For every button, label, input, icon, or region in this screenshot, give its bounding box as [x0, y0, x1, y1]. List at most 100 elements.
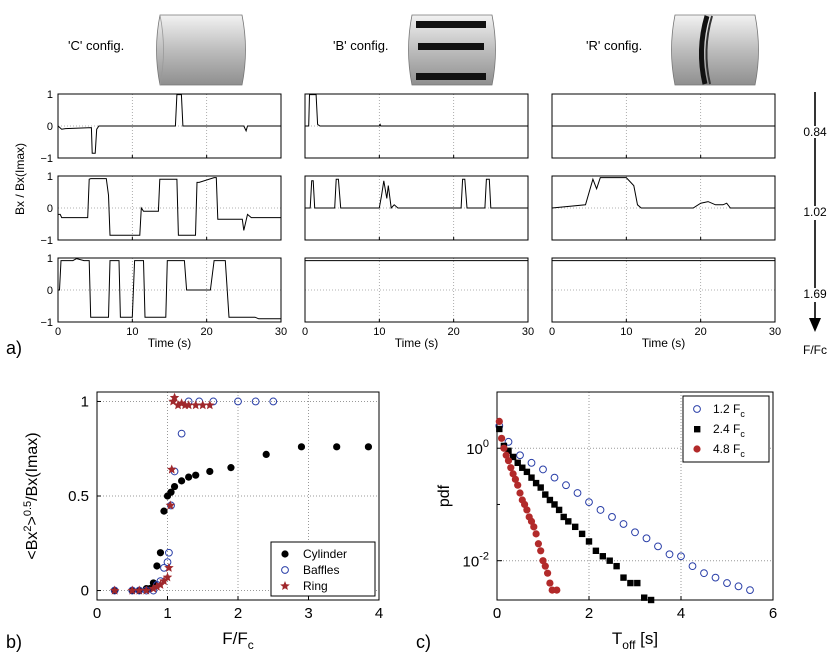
data-point [527, 517, 536, 525]
data-point [642, 534, 651, 543]
x-tick-label: 10 [373, 326, 385, 338]
data-point [619, 520, 628, 528]
f-fc-value: 1.02 [803, 205, 827, 219]
data-point [746, 586, 754, 594]
data-point [155, 579, 166, 589]
data-point [532, 530, 540, 538]
y-tick-label: 1 [47, 89, 53, 101]
data-point [592, 547, 600, 554]
data-point [333, 443, 341, 451]
data-point [206, 467, 214, 476]
time-series-line [57, 94, 281, 154]
time-series-line [551, 177, 775, 209]
x-tick-label: 20 [201, 326, 213, 338]
x-tick-label: 20 [695, 326, 707, 338]
y-tick-label: 0 [47, 285, 53, 297]
x-tick-label: 0 [93, 605, 101, 622]
data-point [227, 464, 235, 472]
data-point [509, 470, 517, 478]
data-point [495, 417, 503, 426]
y-tick-label: −1 [40, 235, 53, 247]
y-tick-label: 1 [47, 171, 53, 183]
data-point [164, 562, 174, 572]
data-point [173, 400, 183, 410]
legend-label: 4.8 Fc [713, 442, 745, 459]
data-point [183, 400, 194, 410]
data-point [148, 583, 159, 593]
data-point [160, 507, 168, 515]
data-point [665, 550, 674, 559]
legend-marker [693, 405, 701, 413]
y-tick-label: 0.5 [68, 488, 89, 505]
data-point [700, 569, 708, 578]
data-point [606, 557, 613, 564]
data-point [511, 475, 519, 483]
cylinder-illustration-b [408, 14, 496, 86]
data-point [641, 594, 648, 601]
data-point [514, 481, 522, 489]
time-series-line [58, 258, 281, 320]
data-point [504, 437, 513, 446]
cylinder-illustration-r [671, 14, 759, 86]
arrow-label: F/Fc [803, 343, 827, 357]
f-fc-value: 0.84 [803, 125, 827, 139]
legend-marker [280, 581, 290, 590]
data-point [562, 481, 570, 490]
data-point [572, 523, 579, 531]
y-axis-label: pdf [436, 484, 453, 507]
legend-label: 2.4 Fc [713, 422, 745, 439]
axes-frame [496, 391, 774, 601]
data-point [167, 488, 175, 496]
panel-b-scatter: 0 1 2 3 4 0 0.5 1 F/Fc <Bx2>0.5/Bx(Imax) Cylinder B… [22, 391, 383, 652]
x-axis-label: F/Fc [222, 629, 254, 652]
data-point [163, 558, 172, 567]
legend-label: 1.2 Fc [713, 402, 745, 419]
data-point [530, 523, 538, 531]
data-point [711, 573, 720, 582]
legend-label: Ring [303, 579, 328, 593]
panel-c-pdf: 0 2 4 6 100 10-2 Toff [s] pdf 1.2 Fc 2.4 Fc 4.8 Fc [436, 391, 777, 652]
legend-label: Cylinder [303, 547, 347, 561]
data-point [262, 450, 270, 458]
data-point [505, 447, 512, 455]
data-point [596, 506, 605, 514]
data-point [500, 444, 508, 452]
data-point [677, 552, 685, 561]
f-fc-value: 1.69 [803, 287, 827, 301]
data-point [177, 429, 186, 438]
data-point [544, 569, 552, 577]
y-tick-label: 100 [466, 438, 489, 458]
data-point [251, 397, 260, 406]
x-tick-label: 0 [493, 605, 501, 622]
x-tick-label: 20 [448, 326, 460, 338]
data-point [364, 443, 373, 451]
data-point [167, 464, 177, 474]
time-series-line [305, 94, 528, 127]
y-tick-label: −1 [40, 317, 53, 329]
x-tick-label: 30 [522, 326, 534, 338]
config-label-r: 'R' config. [586, 38, 643, 53]
data-point [496, 425, 503, 433]
data-point [532, 479, 540, 487]
data-point [509, 453, 517, 461]
data-point [502, 451, 510, 459]
data-point [178, 477, 186, 485]
data-point [170, 482, 179, 491]
legend-box [270, 541, 376, 597]
legend-label: Baffles [303, 563, 339, 577]
data-point [647, 596, 655, 604]
data-point [152, 581, 162, 591]
x-tick-label: 0 [549, 326, 555, 338]
data-point [734, 582, 743, 591]
x-tick-label: 4 [677, 605, 685, 622]
data-point [523, 468, 531, 476]
y-tick-label: 10-2 [463, 551, 489, 571]
data-point [159, 576, 169, 586]
data-point [149, 579, 157, 587]
data-point [162, 572, 173, 582]
data-point [546, 579, 554, 587]
data-point [578, 530, 586, 538]
data-point [205, 400, 215, 410]
x-axis-label: Time (s) [148, 336, 192, 350]
